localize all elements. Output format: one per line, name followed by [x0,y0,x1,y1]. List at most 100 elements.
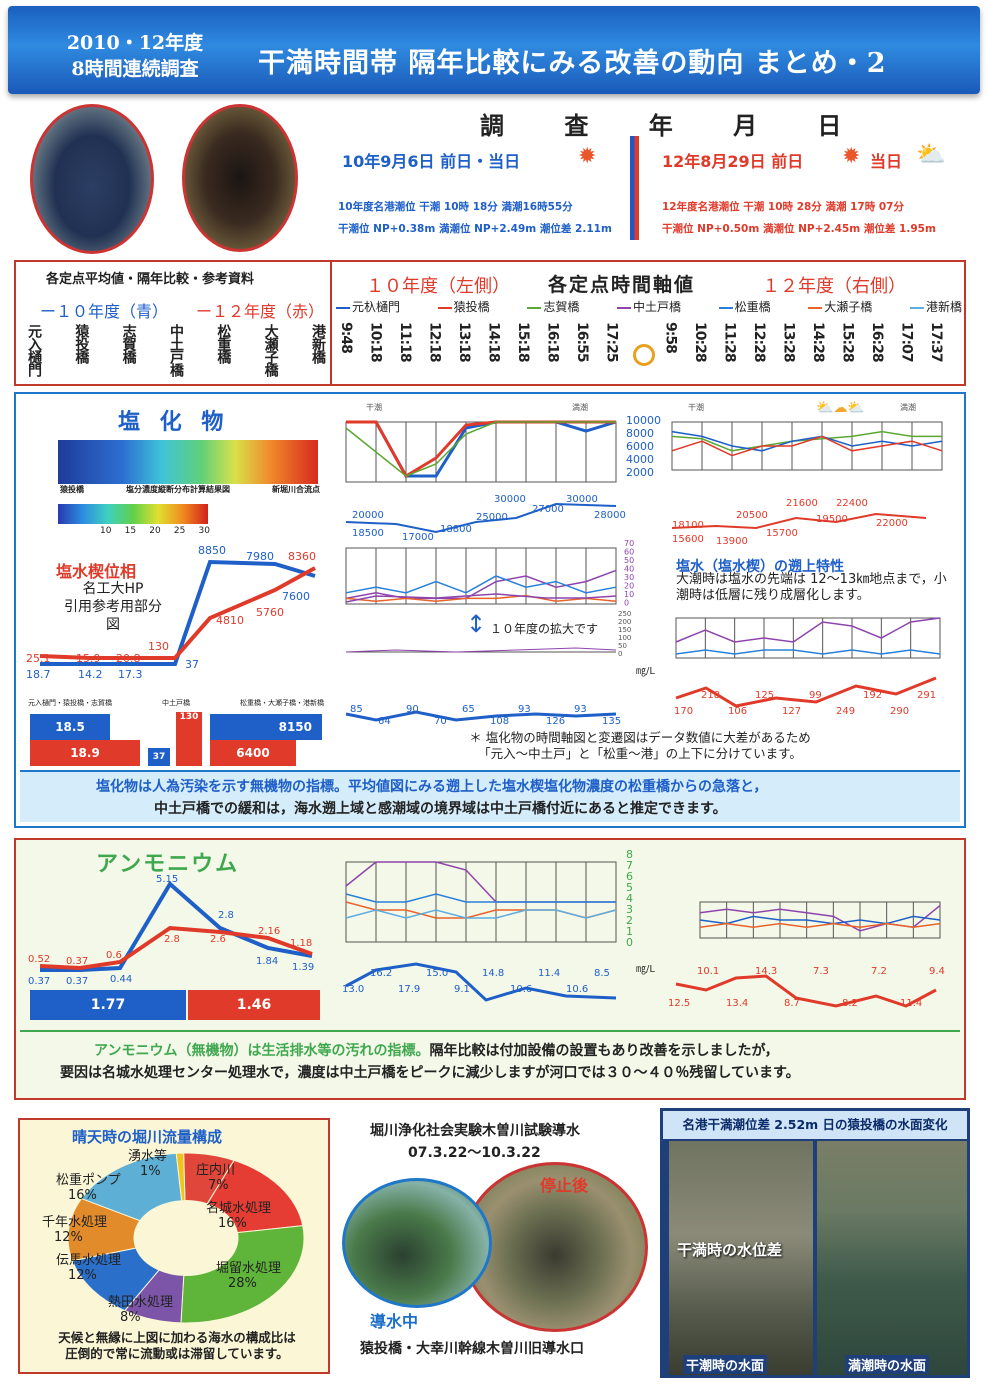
zoom-note: １０年度の拡大です [490,622,599,636]
cl-m12-series-1 [675,649,941,655]
cl-y-3: 4000 [626,453,654,466]
time-times10-8: 16:55 [574,322,590,362]
cl-a10-frame [345,421,617,483]
phase-r0: 25.1 [26,652,51,665]
chloride-summary-bg [20,770,960,822]
date-2012-day: 当日 [870,152,903,171]
cl-y3-2: 150 [618,626,631,634]
cl-m10-series-0 [345,569,617,600]
am-y-5: 3 [626,903,633,916]
cl-a10-series-1 [346,420,616,479]
water-diff-label: 干満時の水位差 [677,1241,783,1259]
cl-u10-3: 18800 [440,524,472,535]
cl-u12-8: 22000 [876,518,908,529]
am-r12-9: 9.4 [929,966,945,977]
amm-r5: 2.16 [258,926,280,937]
am-r12-4: 8.7 [784,998,800,1009]
cl-l10-0: 85 [350,704,363,715]
am-l10-9: 8.5 [594,968,610,979]
chloride-summary-1: 塩化物は人為汚染を示す無機物の指標。平均値図にみる遡上した塩水楔塩化物濃度の松重… [96,779,768,795]
weather-icons: ⛅☁⛅ [816,400,865,416]
bar-b3: 8150 [210,714,322,740]
cl-u10-4: 25000 [476,512,508,523]
cl-mini-line [345,647,617,653]
cl-y2-6: 10 [624,590,634,599]
legend-item-4: 松重橋 [718,298,771,316]
am-r12-7: 7.2 [871,966,887,977]
am-12-line [675,974,937,1008]
flow-title: 晴天時の堀川流量構成 [72,1128,223,1146]
chloride-phase-chart: 18.7 14.2 17.3 37 8850 7980 7600 25.1 15… [26,544,316,680]
cl-y2-0: 70 [624,539,634,548]
time-times10-0: 9:48 [338,322,354,353]
bar-r1: 18.9 [30,740,140,766]
phase-r5: 5760 [256,606,284,619]
time-times10-7: 16:18 [544,322,561,362]
am-y-1: 7 [626,859,633,872]
am-l10-7: 11.4 [538,968,560,979]
am-r12-8: 11.4 [900,998,922,1009]
cl-l10-4: 65 [462,704,475,715]
cl-y-0: 10000 [626,414,661,427]
clock-icon [633,344,655,366]
cl-r12-2: 106 [728,706,747,717]
cloudy-icon: ⛅ [916,140,946,168]
cl-r12-6: 249 [836,706,855,717]
cl-u10-2: 17000 [402,532,434,543]
chloride-summary-2: 中土戸橋での緩和は，海水遡上域と感潮域の境界域は中土戸橋付近にあると推定できます… [154,801,727,817]
amm-r6: 1.18 [290,938,312,949]
amm-r1: 0.37 [66,956,88,967]
bar-b1: 18.5 [30,714,110,740]
phase-line-2012 [39,566,316,660]
cl-y2-4: 30 [624,573,634,582]
amm-bar-2010: 1.77 [30,990,186,1020]
time-times12-9: 17:37 [928,322,944,362]
sun-icon: ✹ [578,144,597,169]
cl-a12-series-0 [671,430,942,452]
pie-label-2: 名城水処理 [206,1200,271,1216]
after-label: 停止後 [540,1176,589,1195]
legend-item-6: 港新橋 [909,298,962,316]
cl-l10-7: 126 [546,716,565,727]
average-title: 各定点平均値・隔年比較・参考資料 [46,272,255,287]
station-2: 志賀橋 [120,324,137,363]
cl-a10-series-0 [346,420,617,478]
cl-y3-0: 250 [618,610,631,618]
chloride-time-charts: 干潮 満潮 干潮 満潮100008000600040002000⛅☁⛅20000185… [345,400,943,727]
time-axis-title: 各定点時間軸値 [548,274,696,296]
cl-r12-7: 192 [863,690,882,701]
pie-label-6: 千年水処理 [42,1215,107,1230]
am-a12-series-2 [699,922,941,928]
phase-b0: 18.7 [26,668,51,680]
experiment-caption: 猿投橋・大幸川幹線木曽川旧導水口 [360,1341,584,1357]
pie-slice-2 [180,1225,305,1324]
pie-pct-1: 7% [208,1178,229,1193]
time-times10-6: 15:18 [515,322,531,362]
year-2012-side: １２年度（右側） [762,276,906,297]
cl-u12-0: 18100 [672,520,704,531]
am-y-7: 1 [626,925,633,938]
cl-m10-frame [345,547,617,605]
am-y-3: 5 [626,881,633,894]
am-unit: ㎎/L [636,964,655,975]
time-times12-2: 11:28 [721,322,738,362]
wedge-text: 大潮時は塩水の先端は 12～13㎞地点まで，小潮時は低層に残り成層化します。 [676,572,947,603]
station-5: 大瀬子橋 [262,324,279,376]
cormorant-photo-1 [30,104,154,254]
am-a12-series-1 [699,915,941,925]
cl-u10-8: 28000 [594,510,626,521]
phase-r6: 8360 [288,550,316,563]
cl-u10-5: 30000 [494,494,526,505]
cl-r12-9: 291 [917,690,936,701]
cl-l10-3: 70 [434,716,447,727]
cl-m12-frame [675,617,941,659]
salinity-map [58,440,318,484]
pie-slice-1 [206,1159,304,1234]
cl-u10-7: 30000 [566,494,598,505]
low-tide-photo [669,1141,813,1375]
pie-label-7: 松重ポンプ [56,1172,121,1188]
cl-y2-3: 40 [624,565,634,574]
time-times12-0: 9:58 [662,322,679,353]
water-level-photo-panel: 名港干満潮位差 2.52m 日の猿投橋の水面変化 干満時の水位差 干潮時の水面 … [660,1108,970,1378]
cl-high-10: 満潮 [572,402,588,412]
